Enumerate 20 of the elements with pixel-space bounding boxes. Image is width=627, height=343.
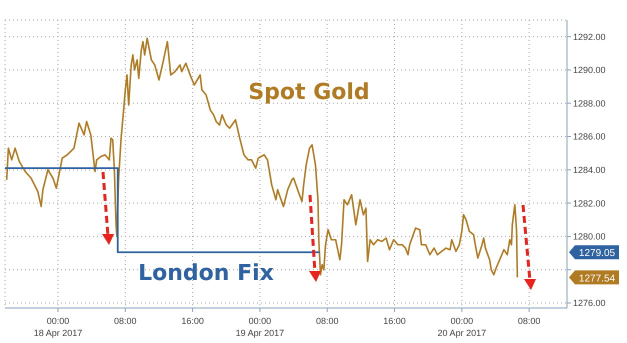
series-label: London Fix [138,261,274,286]
x-tick-label: 08:00 [316,316,338,326]
x-tick-label: 00:00 19 Apr 2017 [236,316,284,338]
x-tick-label: 00:00 18 Apr 2017 [34,316,82,338]
y-tick-label: 1282.00 [573,198,606,208]
x-tick-label: 08:00 [114,316,137,326]
x-tick-label: 08:00 [518,316,540,326]
text: 1279.05 [578,248,616,260]
series-label: Spot Gold [248,80,370,105]
x-tick-label: 00:00 20 Apr 2017 [438,316,486,338]
y-tick-label: 1290.00 [573,65,606,76]
y-tick-label: 1286.00 [573,132,606,142]
text: 1277.54 [578,273,616,284]
y-tick-label: 1284.00 [573,165,606,176]
y-tick-label: 1292.00 [573,32,606,42]
y-tick-label: 1276.00 [573,298,606,308]
x-tick-label: 16:00 [181,316,204,326]
y-tick-label: 1288.00 [573,98,606,108]
x-tick-label: 16:00 [383,316,406,326]
y-tick-label: 1280.00 [573,232,606,242]
